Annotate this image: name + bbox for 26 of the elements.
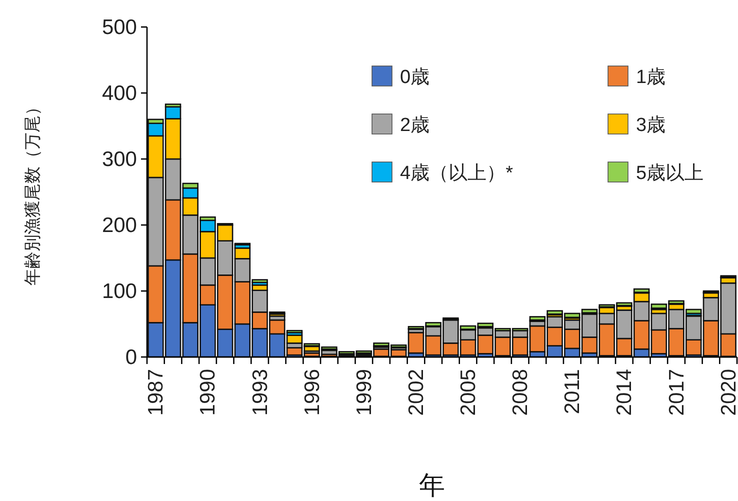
x-axis-title: 年	[419, 470, 445, 500]
legend-label: 5歳以上	[636, 163, 704, 184]
legend-label: 1歳	[636, 67, 666, 88]
x-tick-label: 2017	[665, 369, 688, 416]
legend-label: 4歳（以上）*	[400, 163, 514, 184]
x-tick-label: 2005	[457, 369, 480, 416]
y-tick-label: 0	[125, 346, 137, 369]
y-tick-label: 200	[102, 214, 137, 237]
x-tick-label: 2011	[561, 369, 584, 414]
x-tick-label: 2002	[404, 369, 428, 416]
y-tick-label: 500	[102, 16, 137, 39]
x-tick-label: 1990	[196, 369, 220, 416]
x-tick-label: 2014	[613, 368, 636, 416]
legend-label: 0歳	[400, 67, 430, 88]
y-tick-label: 100	[102, 280, 137, 303]
legend-label: 2歳	[400, 115, 430, 136]
x-tick-label: 2008	[509, 369, 532, 416]
y-axis-title: 年齢別漁獲尾数（万尾）	[23, 98, 42, 286]
x-tick-label: 1987	[144, 369, 168, 416]
x-tick-label: 1999	[352, 369, 376, 416]
y-tick-label: 300	[102, 148, 137, 171]
legend-label: 3歳	[636, 115, 666, 136]
x-tick-label: 1993	[248, 369, 272, 416]
x-tick-label: 2020	[717, 369, 738, 416]
x-tick-label: 1996	[300, 369, 324, 416]
y-tick-label: 400	[102, 82, 137, 105]
